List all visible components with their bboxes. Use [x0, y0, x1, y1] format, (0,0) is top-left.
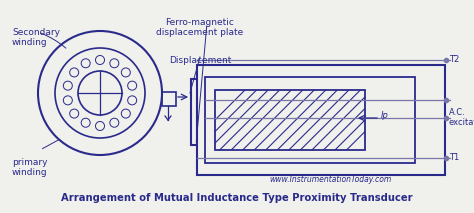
Bar	[205, 77, 415, 163]
Bar	[215, 90, 365, 150]
Bar	[197, 65, 445, 175]
Text: primary
winding: primary winding	[12, 158, 47, 177]
Text: T1: T1	[449, 154, 459, 163]
Text: Ferro-magnetic
displacement plate: Ferro-magnetic displacement plate	[156, 18, 244, 37]
Bar	[162, 92, 176, 106]
Text: Arrangement of Mutual Inductance Type Proximity Transducer: Arrangement of Mutual Inductance Type Pr…	[61, 193, 413, 203]
Text: T2: T2	[449, 56, 459, 65]
Text: Ip: Ip	[381, 111, 389, 120]
Bar	[191, 79, 200, 145]
Text: A.C.
excitation: A.C. excitation	[449, 108, 474, 127]
Text: Displacement: Displacement	[169, 56, 231, 65]
Text: Secondary
winding: Secondary winding	[12, 28, 60, 47]
Text: www.InstrumentationToday.com: www.InstrumentationToday.com	[269, 175, 391, 184]
